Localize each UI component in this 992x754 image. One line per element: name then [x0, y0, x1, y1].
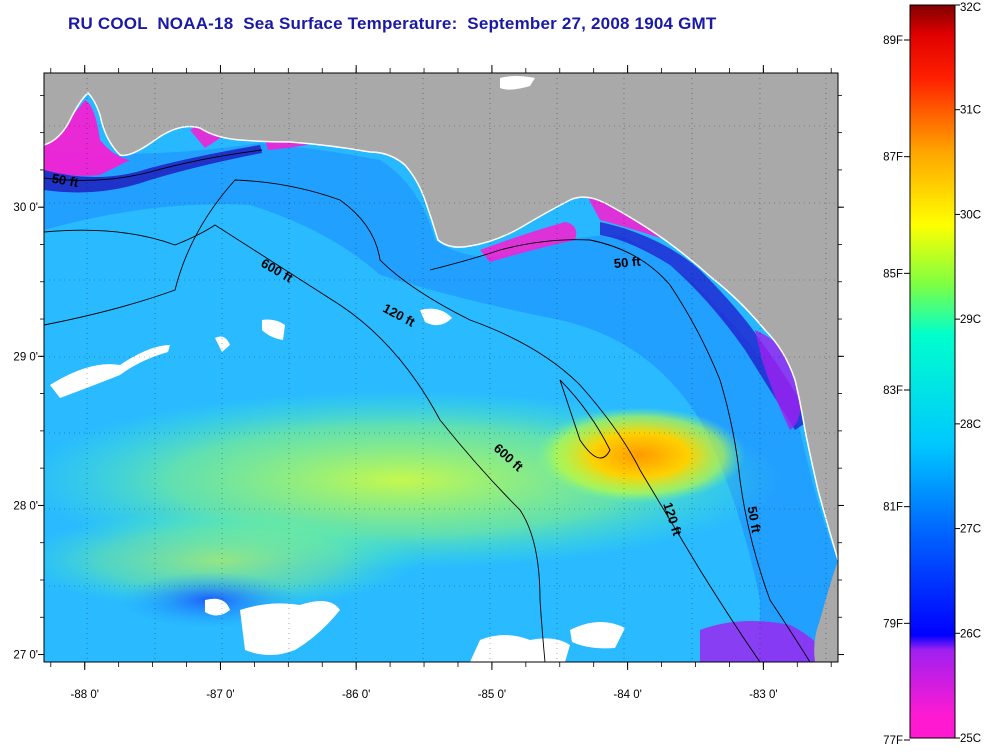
colorbar-label-f: 79F: [883, 618, 903, 630]
colorbar-label-c: 27C: [960, 524, 981, 536]
contour-600ft: [44, 224, 546, 662]
lat-tick-label: 30 0': [13, 202, 38, 214]
warm-core: [535, 407, 745, 503]
contour-120ft: [44, 179, 761, 662]
colorbar-label-f: 87F: [883, 152, 903, 164]
cedar-key-fringe: [755, 330, 802, 430]
nw-coast-cool: [44, 145, 262, 193]
contour-label: 50 ft: [51, 171, 81, 191]
lon-tick-label: -87 0': [206, 689, 234, 701]
colorbar-label-c: 26C: [960, 628, 981, 640]
peninsula-land: [814, 560, 838, 662]
colorbar-label-f: 83F: [883, 385, 903, 397]
coastline: [44, 91, 838, 561]
colorbar-label-c: 29C: [960, 314, 981, 326]
colorbar-label-c: 32C: [960, 2, 981, 14]
cloud-patches: [50, 76, 625, 662]
contour-50ft-west: [44, 149, 263, 181]
colorbar-labels: 32C 31C 30C 29C 28C 27C 26C 25C 89F 87F 85F 83F 81F 7…: [883, 2, 981, 747]
lat-tick-label: 29 0': [13, 351, 38, 363]
lon-tick-label: -84 0': [613, 689, 641, 701]
contour-reef: [559, 379, 611, 459]
colorbar-label-c: 25C: [960, 733, 981, 745]
colorbar-label-c: 28C: [960, 419, 981, 431]
map-title: RU COOL NOAA-18 Sea Surface Temperature:…: [68, 14, 717, 33]
colorbar: [909, 4, 956, 739]
contour-label: 50 ft: [613, 254, 642, 271]
map-border: [43, 72, 839, 663]
bathymetry-contours: [44, 149, 811, 662]
lat-tick-label: 27 0': [13, 650, 38, 662]
graticule: [44, 73, 838, 662]
lon-tick-label: -88 0': [71, 689, 99, 701]
land-mass: [44, 73, 838, 560]
colorbar-label-c: 31C: [960, 105, 981, 117]
lon-tick-label: -83 0': [749, 689, 777, 701]
colorbar-label-c: 30C: [960, 209, 981, 221]
colorbar-label-f: 85F: [883, 268, 903, 280]
colorbar-label-f: 81F: [883, 502, 903, 514]
contour-50ft-east: [429, 239, 811, 662]
lon-tick-label: -86 0': [342, 689, 370, 701]
lon-tick-label: -85 0': [478, 689, 506, 701]
contour-label: 50 ft: [745, 505, 765, 535]
apalachee-fringe: [480, 222, 577, 262]
map-axes: -88 0' -87 0' -86 0' -85 0' -84 0' -83 0' 30 0…: [13, 65, 844, 701]
tampa-fringe: [700, 621, 830, 662]
mobile-bay-warm: [44, 100, 130, 176]
colorbar-label-f: 89F: [883, 35, 903, 47]
colorbar-label-f: 77F: [883, 735, 903, 747]
lat-tick-label: 28 0': [13, 500, 38, 512]
